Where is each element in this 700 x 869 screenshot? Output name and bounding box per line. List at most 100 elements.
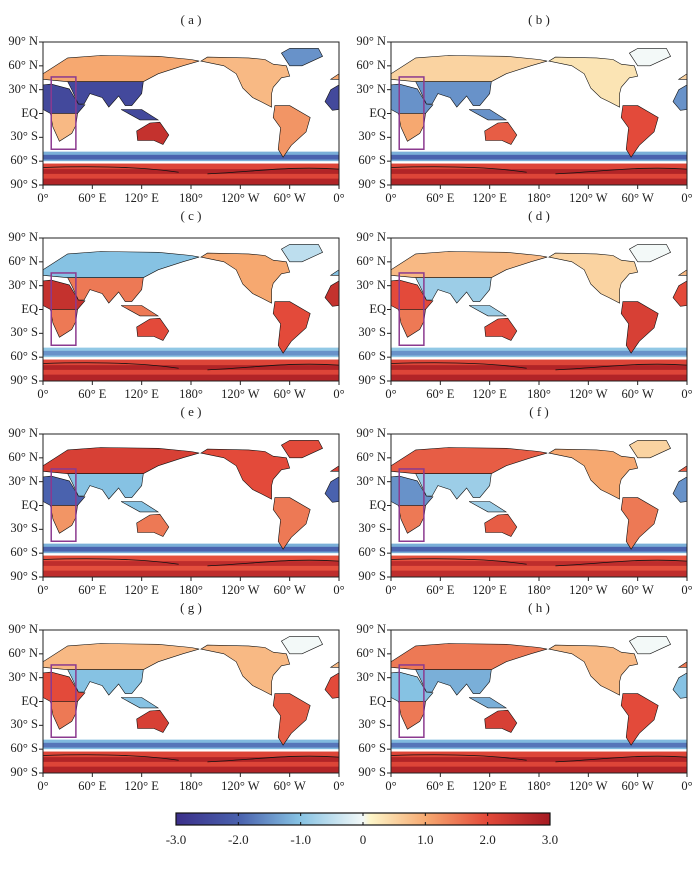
lat-tick-label: 60° N [356,253,386,268]
lon-tick-label: 180° [179,583,203,597]
lon-tick-label: 180° [527,191,551,205]
region-africa-south [398,701,426,730]
southern-ocean-core [43,546,339,552]
region-greenland [280,244,324,263]
lat-tick-label: EQ [21,301,38,316]
region-africa-north [390,279,434,310]
antarctica-core [43,169,339,174]
lat-tick-label: 90° N [356,230,386,244]
lon-tick-label: 0° [385,779,397,793]
highlight-box [50,664,77,738]
region-africa-south [398,113,426,142]
lat-tick-label: 60° S [10,153,38,168]
region-south-america [272,497,311,550]
lat-tick-label: 60° S [358,349,386,364]
southern-ocean-core [391,154,687,160]
antarctica-core [391,169,687,174]
lat-tick-label: 60° N [356,645,386,660]
lon-tick-label: 60° E [78,191,107,205]
lat-tick-label: 30° S [358,521,386,536]
lon-tick-label: 120° W [569,583,608,597]
lon-tick-label: 0° [385,191,397,205]
region-south-asia [120,109,160,121]
region-australia [484,709,518,733]
highlight-box [50,272,77,346]
panel-label: ( b ) [528,12,550,27]
lon-tick-label: 60° W [621,191,654,205]
lat-tick-label: 90° N [8,34,38,48]
highlight-box [50,468,77,542]
lat-tick-label: 30° S [358,129,386,144]
antarctica-core [43,757,339,762]
map-panel [387,237,688,385]
region-africa-south [50,309,78,338]
map-panel [39,433,340,581]
panel-label: ( f ) [529,404,549,419]
panel-label: ( a ) [180,12,202,27]
lon-tick-label: 60° E [426,191,455,205]
antarctica-core-south [43,766,339,773]
region-south-asia [67,81,144,108]
antarctica-coastline [42,754,340,763]
region-south-america [620,497,659,550]
region-north-america [200,448,291,500]
region-south-asia [415,669,492,696]
lat-tick-label: EQ [369,497,386,512]
region-south-asia [415,473,492,500]
lat-tick-label: 90° S [10,765,38,779]
lat-tick-label: 30° N [8,81,38,96]
region-south-asia [468,305,508,317]
region-australia [484,121,518,145]
lat-tick-label: 60° S [10,349,38,364]
region-south-america [272,105,311,158]
region-south-asia [120,305,160,317]
lon-tick-label: 120° E [472,387,507,401]
region-africa-north [42,279,86,310]
lat-tick-label: 60° N [356,57,386,72]
region-greenland [280,48,324,67]
antarctica-coastline [390,754,688,763]
lon-tick-label: 120° E [472,583,507,597]
lat-tick-label: 30° N [8,669,38,684]
antarctica-core [391,561,687,566]
region-australia [484,317,518,341]
map-panel [387,433,688,581]
lon-tick-label: 180° [527,779,551,793]
lon-tick-label: 120° W [569,191,608,205]
antarctica-core-south [43,374,339,381]
lat-tick-label: EQ [21,105,38,120]
panel-label: ( h ) [528,600,550,615]
region-australia [136,121,170,145]
lon-tick-label: 60° E [426,583,455,597]
lon-tick-label: 60° W [273,779,306,793]
lon-tick-label: 60° E [426,387,455,401]
region-australia [136,513,170,537]
region-greenland [628,48,672,67]
region-africa-south [50,113,78,142]
region-greenland [628,440,672,459]
highlight-box [398,664,425,738]
panel-label: ( e ) [180,404,202,419]
region-africa-north [390,671,434,702]
antarctica-core [43,561,339,566]
lat-tick-label: 30° S [358,717,386,732]
lon-tick-label: 120° E [124,387,159,401]
lat-tick-label: EQ [369,105,386,120]
colorbar-tick-label: 1.0 [417,832,434,847]
lat-tick-label: EQ [21,693,38,708]
lat-tick-label: 60° S [10,741,38,756]
region-south-america [620,301,659,354]
antarctica-coastline [42,166,340,175]
region-north-america [548,252,639,304]
region-africa-north [390,475,434,506]
region-south-asia [67,669,144,696]
map-panel [39,629,340,777]
colorbar-tick-label: 3.0 [541,832,559,847]
southern-ocean-core [391,742,687,748]
map-panel [39,237,340,385]
region-africa-north [390,83,434,114]
region-south-asia [415,81,492,108]
lon-tick-label: 0° [681,387,693,401]
lon-tick-label: 180° [527,583,551,597]
lon-tick-label: 180° [179,191,203,205]
